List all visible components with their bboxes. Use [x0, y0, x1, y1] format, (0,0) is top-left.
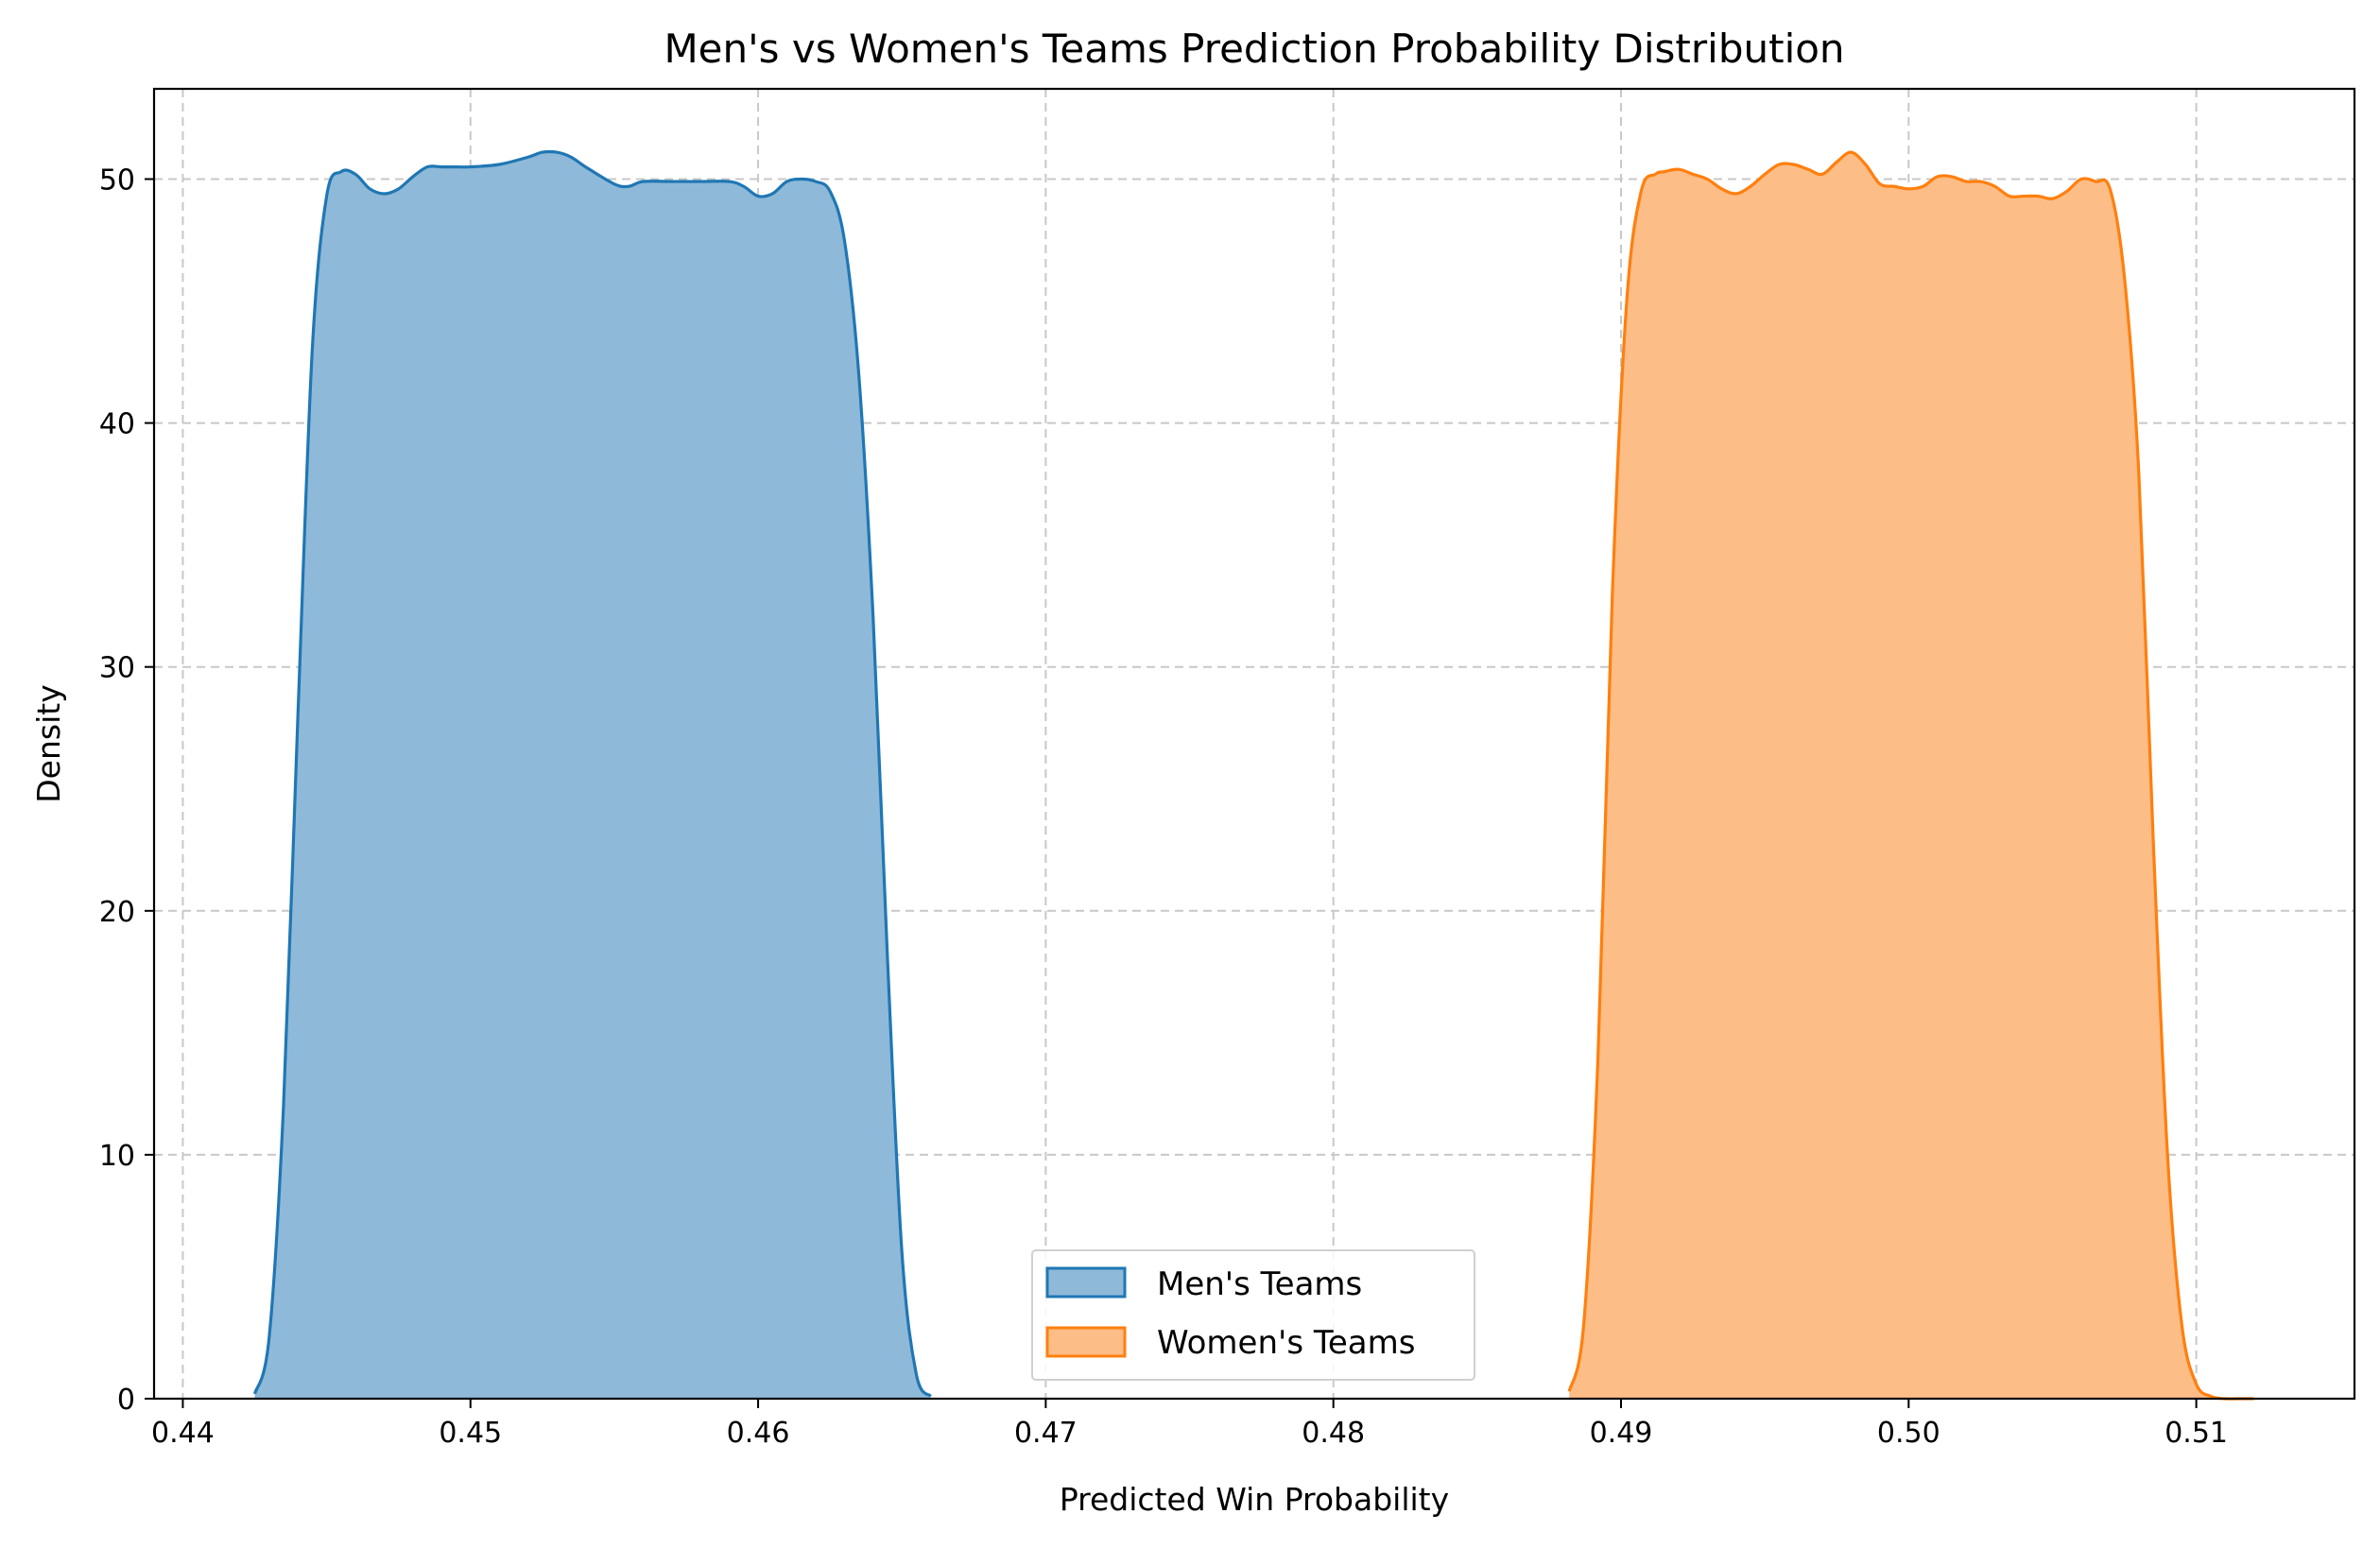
x-tick-label: 0.46 — [727, 1417, 790, 1450]
y-tick-label: 50 — [99, 163, 135, 197]
series-area-men-s-teams — [254, 151, 931, 1400]
x-tick-label: 0.49 — [1590, 1417, 1653, 1450]
chart-title: Men's vs Women's Teams Prediction Probab… — [664, 26, 1844, 72]
legend-swatch-mens-teams — [1045, 1266, 1127, 1299]
legend-frame — [1031, 1249, 1475, 1381]
y-axis-label: Density — [30, 684, 67, 802]
series-line-men-s-teams — [252, 149, 932, 1398]
x-tick-label: 0.50 — [1877, 1417, 1940, 1450]
series-line-women-s-teams — [1567, 150, 2254, 1401]
plot-area-frame — [152, 87, 2356, 1401]
y-tick-label: 20 — [99, 896, 135, 929]
y-tick-label: 30 — [99, 652, 135, 685]
y-tick-label: 40 — [99, 408, 135, 441]
legend: Men's Teams Women's Teams — [1031, 1249, 1475, 1381]
x-tick-label: 0.51 — [2164, 1417, 2228, 1450]
series-layer — [252, 149, 2254, 1401]
x-tick-label: 0.47 — [1014, 1417, 1078, 1450]
tick-layer: 0.44 0.45 0.46 0.47 0.48 0.49 0.50 0.51 0 10 20 30 4… — [99, 163, 2228, 1450]
x-tick-label: 0.48 — [1302, 1417, 1365, 1450]
legend-label-mens-teams: Men's Teams — [1157, 1265, 1362, 1303]
x-tick-label: 0.44 — [151, 1417, 215, 1450]
y-tick-label: 0 — [117, 1384, 135, 1417]
series-area-women-s-teams — [1569, 152, 2254, 1400]
legend-label-womens-teams: Women's Teams — [1157, 1324, 1415, 1362]
legend-swatch-womens-teams — [1045, 1326, 1127, 1358]
x-tick-label: 0.45 — [439, 1417, 502, 1450]
y-tick-label: 10 — [99, 1140, 135, 1173]
x-axis-label: Predicted Win Probability — [1060, 1481, 1449, 1518]
